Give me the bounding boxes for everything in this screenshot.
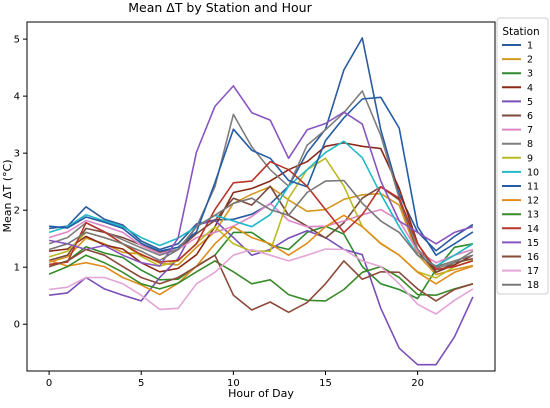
y-tick-label: 1 [14, 263, 20, 274]
series-line-14 [49, 160, 474, 271]
x-tick-label: 0 [46, 378, 52, 389]
legend-label-7: 7 [527, 125, 533, 136]
y-tick-label: 0 [14, 320, 20, 331]
x-tick-label: 5 [138, 378, 144, 389]
plot-frame [26, 21, 496, 372]
series-line-16 [48, 248, 474, 314]
series-line-12 [48, 214, 474, 296]
y-axis: 0 1 2 3 4 5 [14, 35, 27, 331]
y-tick-label: 5 [14, 35, 20, 46]
x-axis: 0 5 10 15 20 [46, 371, 424, 389]
x-tick-label: 20 [411, 378, 424, 389]
legend-label-17: 17 [527, 266, 539, 277]
series-line-17 [49, 248, 474, 315]
series-line-7 [48, 202, 474, 264]
legend-label-5: 5 [527, 97, 533, 108]
x-tick-label: 15 [319, 378, 332, 389]
series-line-3 [48, 225, 474, 300]
legend-label-6: 6 [527, 111, 533, 122]
legend-label-15: 15 [527, 238, 539, 249]
series-line-13 [48, 254, 474, 302]
legend-label-4: 4 [527, 83, 533, 94]
legend-label-11: 11 [527, 182, 539, 193]
series-line-18 [48, 179, 474, 268]
legend-label-12: 12 [527, 196, 539, 207]
series-line-11 [49, 96, 474, 256]
x-axis-label: Hour of Day [228, 387, 294, 400]
series-line-2 [48, 186, 474, 276]
y-tick-label: 3 [14, 149, 20, 160]
y-tick-label: 2 [14, 206, 20, 217]
legend-label-13: 13 [527, 210, 539, 221]
legend-label-9: 9 [527, 153, 533, 164]
y-axis-label: Mean ΔT (°C) [1, 160, 14, 233]
legend-label-14: 14 [527, 224, 539, 235]
series-line-15 [48, 85, 474, 267]
legend-label-18: 18 [527, 280, 539, 291]
legend-label-3: 3 [527, 69, 533, 80]
legend-label-1: 1 [527, 41, 533, 52]
series-line-10 [48, 140, 474, 267]
y-tick-label: 4 [14, 92, 20, 103]
legend-label-8: 8 [527, 139, 533, 150]
legend-label-10: 10 [527, 167, 539, 178]
chart-title: Mean ΔT by Station and Hour [128, 0, 312, 15]
legend-title: Station [502, 26, 539, 38]
series-line-4 [49, 142, 474, 274]
legend-label-16: 16 [527, 252, 539, 263]
x-tick-label: 10 [227, 378, 240, 389]
plot-area [26, 21, 496, 372]
series-layer [48, 37, 474, 366]
legend-label-2: 2 [527, 55, 533, 66]
